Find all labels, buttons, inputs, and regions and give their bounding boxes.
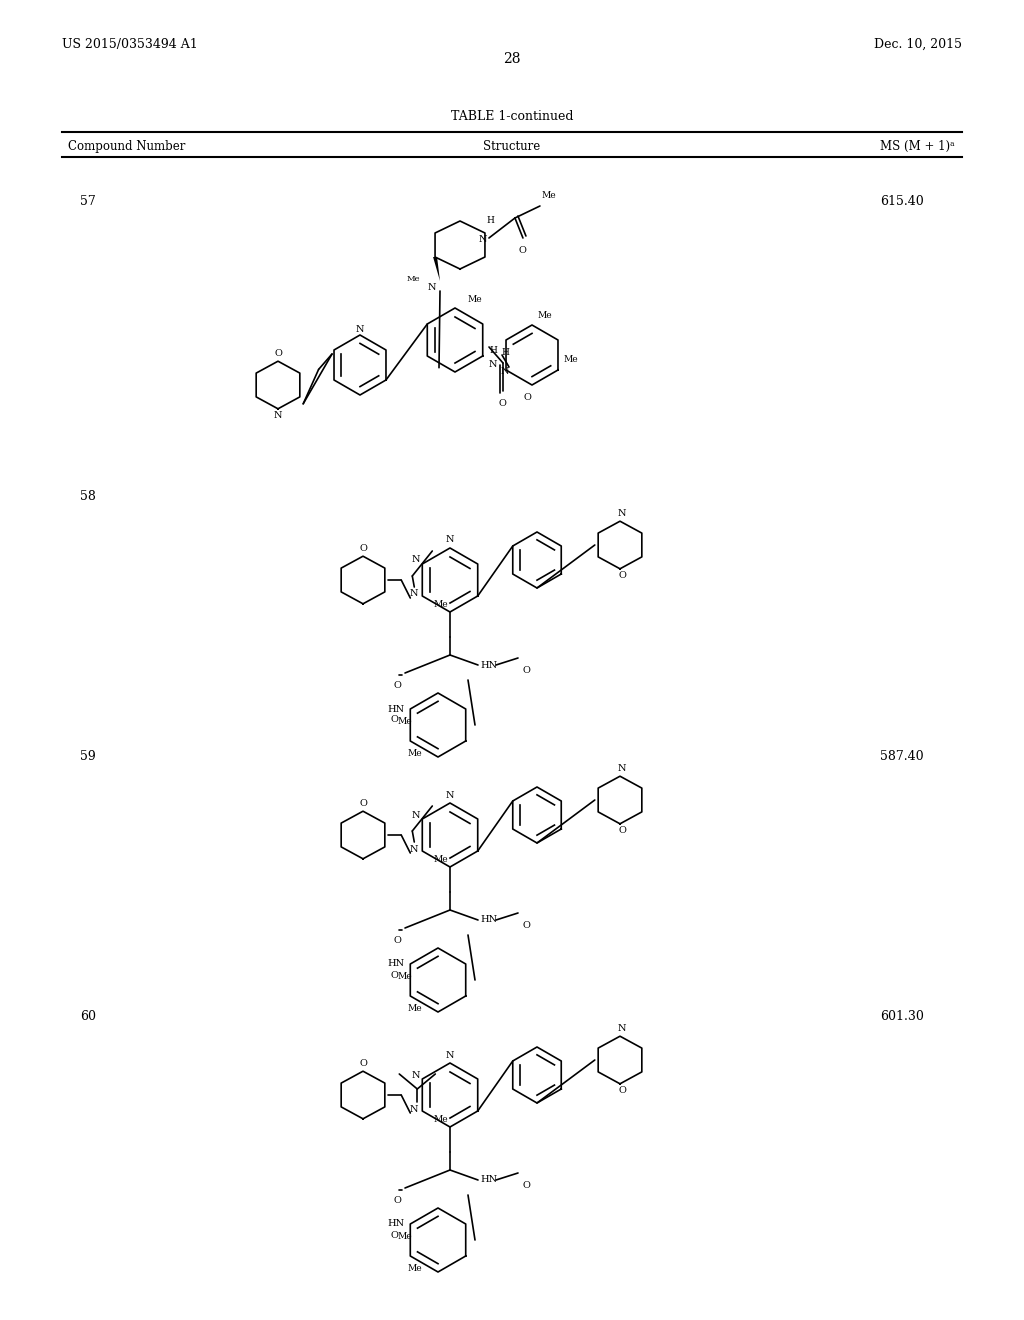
Text: Me: Me xyxy=(433,1115,449,1125)
Text: N: N xyxy=(445,1051,455,1060)
Text: Me: Me xyxy=(408,1005,423,1012)
Text: 587.40: 587.40 xyxy=(880,750,924,763)
Text: N: N xyxy=(355,325,365,334)
Text: O: O xyxy=(390,715,398,725)
Text: N: N xyxy=(617,1024,627,1034)
Text: N: N xyxy=(411,1071,420,1080)
Text: N: N xyxy=(410,590,419,598)
Text: HN: HN xyxy=(387,960,404,969)
Text: N: N xyxy=(428,282,436,292)
Text: Compound Number: Compound Number xyxy=(68,140,185,153)
Text: Me: Me xyxy=(564,355,579,364)
Text: 57: 57 xyxy=(80,195,96,209)
Text: Me: Me xyxy=(467,294,481,304)
Text: O: O xyxy=(390,970,398,979)
Text: H: H xyxy=(489,346,497,355)
Text: O: O xyxy=(359,799,367,808)
Text: O: O xyxy=(522,1181,530,1191)
Text: Me: Me xyxy=(407,275,420,282)
Text: Me: Me xyxy=(398,717,413,726)
Text: N: N xyxy=(445,536,455,544)
Polygon shape xyxy=(433,257,440,281)
Text: N: N xyxy=(501,367,509,376)
Text: H: H xyxy=(501,348,509,356)
Text: HN: HN xyxy=(480,660,497,669)
Text: N: N xyxy=(411,556,420,565)
Text: 59: 59 xyxy=(80,750,96,763)
Text: N: N xyxy=(273,411,283,420)
Text: MS (M + 1)ᵃ: MS (M + 1)ᵃ xyxy=(881,140,955,153)
Text: O: O xyxy=(523,393,530,403)
Text: N: N xyxy=(445,791,455,800)
Text: 60: 60 xyxy=(80,1010,96,1023)
Text: O: O xyxy=(393,936,401,945)
Text: Me: Me xyxy=(398,1232,413,1241)
Text: O: O xyxy=(393,681,401,690)
Text: O: O xyxy=(498,399,506,408)
Text: N: N xyxy=(410,1105,419,1114)
Text: N: N xyxy=(617,510,627,519)
Text: H: H xyxy=(487,216,495,224)
Text: N: N xyxy=(617,764,627,774)
Text: Me: Me xyxy=(433,855,449,865)
Text: Me: Me xyxy=(542,191,557,201)
Text: O: O xyxy=(618,570,626,579)
Text: Structure: Structure xyxy=(483,140,541,153)
Text: US 2015/0353494 A1: US 2015/0353494 A1 xyxy=(62,38,198,51)
Text: N: N xyxy=(411,810,420,820)
Text: TABLE 1-continued: TABLE 1-continued xyxy=(451,110,573,123)
Text: O: O xyxy=(393,1196,401,1205)
Text: Me: Me xyxy=(408,1265,423,1272)
Text: 28: 28 xyxy=(503,51,521,66)
Text: HN: HN xyxy=(387,1220,404,1229)
Text: O: O xyxy=(274,350,282,358)
Text: HN: HN xyxy=(387,705,404,714)
Text: N: N xyxy=(410,845,419,854)
Text: 615.40: 615.40 xyxy=(880,195,924,209)
Text: O: O xyxy=(390,1230,398,1239)
Text: Me: Me xyxy=(537,312,552,319)
Text: O: O xyxy=(522,667,530,675)
Text: 601.30: 601.30 xyxy=(880,1010,924,1023)
Text: O: O xyxy=(518,246,526,255)
Text: Me: Me xyxy=(408,748,423,758)
Text: O: O xyxy=(359,544,367,553)
Text: O: O xyxy=(618,1086,626,1094)
Text: Me: Me xyxy=(433,601,449,609)
Text: HN: HN xyxy=(480,1176,497,1184)
Text: HN: HN xyxy=(480,916,497,924)
Text: O: O xyxy=(618,826,626,834)
Text: N: N xyxy=(488,360,497,370)
Text: 58: 58 xyxy=(80,490,96,503)
Text: O: O xyxy=(522,921,530,931)
Text: O: O xyxy=(359,1059,367,1068)
Text: Dec. 10, 2015: Dec. 10, 2015 xyxy=(874,38,962,51)
Text: N: N xyxy=(478,235,487,244)
Text: Me: Me xyxy=(398,972,413,981)
